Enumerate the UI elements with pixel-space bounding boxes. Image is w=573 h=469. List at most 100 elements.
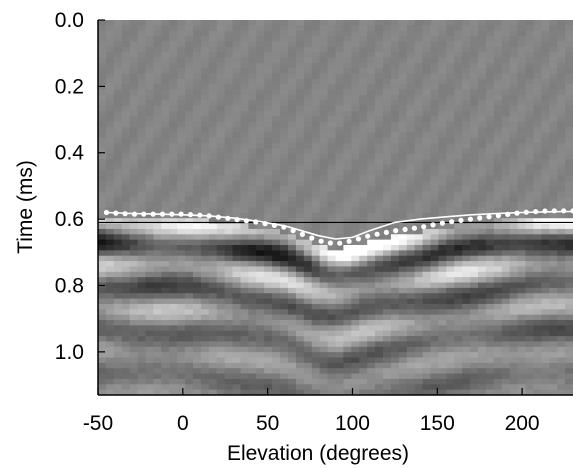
heatmap-cell — [121, 73, 131, 80]
heatmap-cell — [240, 121, 250, 128]
heatmap-cell — [462, 68, 471, 75]
heatmap-cell — [375, 373, 384, 380]
heatmap-cell — [454, 357, 463, 364]
heatmap-cell — [216, 137, 226, 144]
heatmap-cell — [280, 68, 289, 75]
heatmap-cell — [351, 368, 360, 375]
heatmap-cell — [430, 212, 440, 219]
heatmap-cell — [200, 207, 210, 214]
heatmap-cell — [327, 148, 337, 155]
heatmap-cell — [335, 89, 345, 96]
heatmap-cell — [256, 266, 265, 273]
heatmap-cell — [390, 62, 400, 69]
heatmap-cell — [375, 287, 384, 294]
heatmap-cell — [185, 223, 194, 230]
heatmap-cell — [153, 116, 162, 123]
heatmap-cell — [414, 68, 424, 75]
heatmap-cell — [446, 78, 455, 85]
heatmap-cell — [248, 95, 257, 101]
heatmap-cell — [295, 336, 305, 343]
heatmap-cell — [446, 207, 455, 214]
heatmap-cell — [153, 78, 162, 85]
heatmap-cell — [343, 143, 352, 150]
heatmap-cell — [343, 250, 352, 257]
heatmap-cell — [216, 384, 226, 391]
heatmap-cell — [462, 325, 471, 332]
heatmap-cell — [438, 384, 447, 391]
heatmap-cell — [335, 30, 345, 37]
heatmap-cell — [501, 111, 511, 118]
heatmap-cell — [145, 95, 155, 101]
heatmap-cell — [153, 352, 162, 359]
heatmap-cell — [264, 196, 273, 203]
x-tick-label: -50 — [83, 412, 113, 435]
heatmap-cell — [398, 159, 408, 166]
heatmap-cell — [478, 20, 487, 26]
heatmap-cell — [129, 261, 139, 268]
heatmap-cell — [161, 362, 170, 369]
heatmap-cell — [485, 73, 495, 80]
heatmap-cell — [311, 325, 321, 332]
heatmap-cell — [216, 186, 226, 193]
heatmap-cell — [248, 116, 257, 123]
heatmap-cell — [185, 68, 194, 75]
heatmap-cell — [185, 30, 194, 37]
heatmap-cell — [359, 196, 368, 203]
heatmap-cell — [470, 186, 479, 193]
heatmap-cell — [367, 352, 376, 359]
heatmap-cell — [446, 352, 455, 359]
heatmap-cell — [169, 325, 178, 332]
heatmap-cell — [288, 159, 297, 166]
heatmap-cell — [169, 384, 178, 391]
heatmap-cell — [438, 255, 447, 262]
heatmap-cell — [153, 105, 162, 112]
heatmap-cell — [565, 164, 573, 171]
heatmap-cell — [295, 116, 305, 123]
heatmap-cell — [319, 25, 329, 32]
heatmap-cell — [169, 180, 178, 187]
heatmap-cell — [438, 320, 447, 326]
heatmap-cell — [193, 25, 202, 32]
heatmap-cell — [129, 62, 139, 69]
heatmap-cell — [485, 271, 495, 278]
heatmap-cell — [311, 180, 321, 187]
heatmap-cell — [335, 325, 345, 332]
heatmap-cell — [501, 191, 511, 198]
heatmap-cell — [493, 143, 503, 150]
heatmap-cell — [549, 78, 558, 85]
heatmap-cell — [509, 314, 519, 321]
heatmap-cell — [248, 223, 257, 230]
heatmap-cell — [121, 378, 131, 385]
heatmap-cell — [359, 36, 368, 43]
heatmap-cell — [208, 234, 218, 241]
heatmap-cell — [240, 95, 250, 101]
heatmap-cell — [541, 314, 550, 321]
heatmap-cell — [367, 346, 376, 353]
heatmap-cell — [335, 127, 345, 134]
heatmap-cell — [430, 73, 440, 80]
heatmap-cell — [390, 137, 400, 144]
heatmap-cell — [240, 116, 250, 123]
heatmap-cell — [129, 277, 139, 284]
heatmap-cell — [414, 266, 424, 273]
heatmap-cell — [288, 325, 297, 332]
heatmap-cell — [565, 89, 573, 96]
heatmap-cell — [295, 25, 305, 32]
heatmap-cell — [422, 320, 432, 326]
heatmap-cell — [98, 148, 107, 155]
heatmap-cell — [351, 78, 360, 85]
heatmap-cell — [295, 186, 305, 193]
heatmap-cell — [145, 287, 155, 294]
heatmap-cell — [256, 20, 265, 26]
heatmap-cell — [549, 95, 558, 101]
heatmap-cell — [557, 234, 566, 241]
heatmap-cell — [565, 336, 573, 343]
heatmap-cell — [438, 202, 447, 209]
heatmap-cell — [137, 46, 147, 53]
heatmap-cell — [351, 116, 360, 123]
heatmap-cell — [319, 287, 329, 294]
heatmap-cell — [430, 196, 440, 203]
heatmap-cell — [232, 95, 242, 101]
heatmap-cell — [311, 341, 321, 348]
heatmap-cell — [193, 105, 202, 112]
